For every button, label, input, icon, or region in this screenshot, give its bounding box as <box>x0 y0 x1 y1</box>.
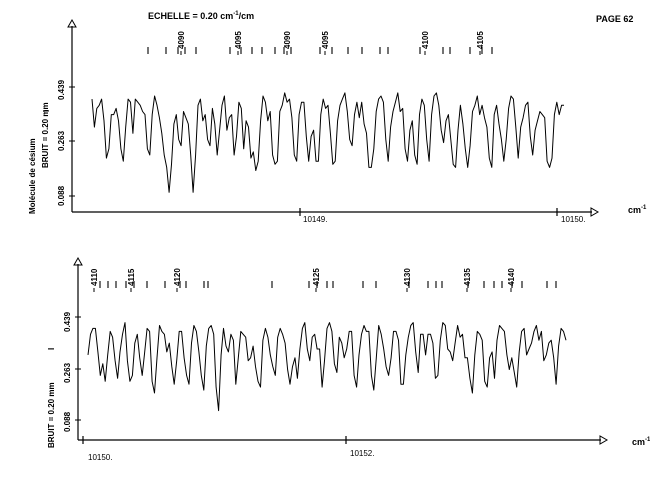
line-number-label: 4090 <box>283 31 292 49</box>
x-axis-unit-2: cm-1 <box>632 437 650 447</box>
x-tick-label: 10152. <box>350 449 375 458</box>
page-number: PAGE 62 <box>596 14 634 24</box>
x-tick-label: 10150. <box>561 215 586 224</box>
line-number-label: 4090 <box>177 31 186 49</box>
spectrum-line <box>91 92 564 193</box>
line-number-label: 4130 <box>403 268 412 286</box>
y-axis-arrow <box>67 18 77 28</box>
x-tick-label: 10149. <box>303 215 328 224</box>
line-number-label: 4140 <box>507 268 516 286</box>
line-number-label: 4105 <box>476 31 485 49</box>
line-number-label: 4125 <box>312 268 321 286</box>
x-axis-arrow <box>599 435 609 445</box>
line-number-label: 4095 <box>234 31 243 49</box>
x-axis-unit-1: cm-1 <box>628 205 647 215</box>
x-tick-label: 10150. <box>88 453 113 462</box>
x-axis-arrow <box>590 207 600 217</box>
spectrum-line <box>87 322 567 412</box>
scale-label: ECHELLE = 0.20 cm-1/cm <box>148 11 255 21</box>
line-number-label: 4115 <box>127 268 136 286</box>
line-number-label: 4120 <box>173 268 182 286</box>
line-number-label: 4095 <box>321 31 330 49</box>
line-number-label: 4100 <box>421 31 430 49</box>
line-number-label: 4135 <box>463 268 472 286</box>
line-number-label: 4110 <box>90 268 99 286</box>
y-axis-arrow <box>73 256 83 266</box>
